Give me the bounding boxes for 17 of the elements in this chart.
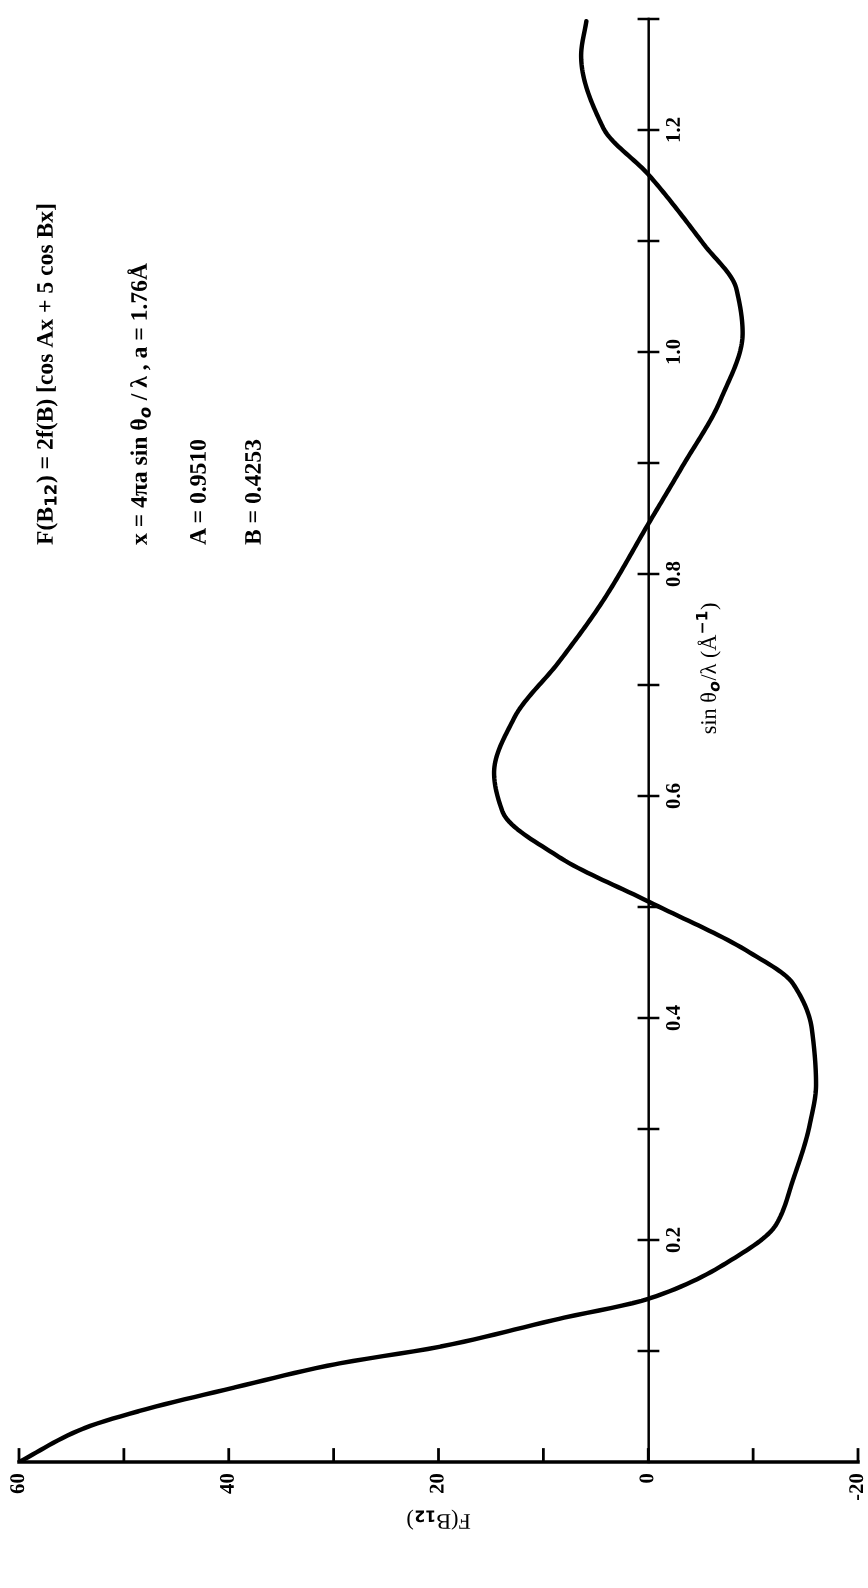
y-tick-label: 0.8 xyxy=(665,561,681,587)
annotation: F(B$_{12}$) = 2f(B) [cos Ax + 5 cos Bx] xyxy=(36,204,58,545)
x-tick-label: -20 xyxy=(849,1473,864,1501)
annotation: A = 0.9510 xyxy=(189,439,207,545)
x-tick-label: 0 xyxy=(639,1473,654,1483)
y-tick-label: 1.2 xyxy=(666,117,681,142)
y-tick-label: 0.4 xyxy=(665,1005,681,1031)
y-tick-label: 0.6 xyxy=(665,783,681,809)
x-tick-label: 40 xyxy=(219,1473,234,1494)
y-axis-title: sin θ$_{o}$/λ (Å$^{−1}$) xyxy=(695,603,721,734)
x-axis-title: F(B$_{12}$) xyxy=(407,1509,471,1530)
y-tick-label: 1.0 xyxy=(665,339,681,364)
annotation: x = 4πa sin θ$_{o}$ / λ , a = 1.76Å xyxy=(127,263,151,545)
x-tick-label: 20 xyxy=(429,1473,444,1494)
y-tick-label: 0.2 xyxy=(665,1227,681,1253)
x-tick-label: 60 xyxy=(10,1473,25,1494)
annotation: B = 0.4253 xyxy=(244,439,262,545)
